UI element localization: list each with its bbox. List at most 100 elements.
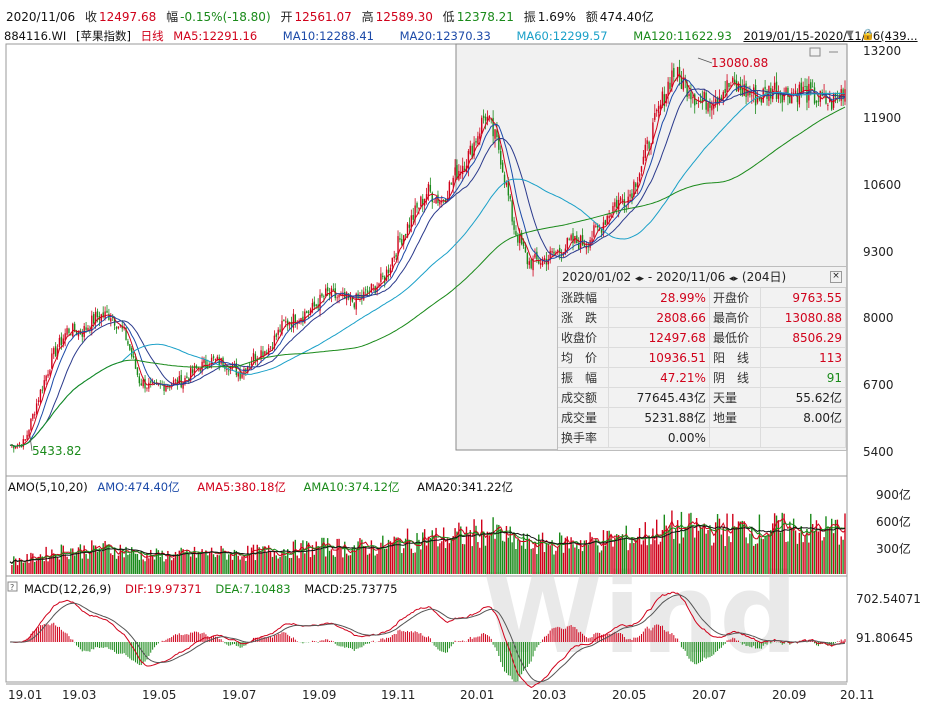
date-range[interactable]: 2019/01/15-2020/11/06(439... <box>743 29 918 43</box>
candle-body <box>87 327 89 331</box>
candle-body <box>144 378 146 389</box>
stats-cell: 涨 跌 <box>558 307 609 328</box>
stats-cell <box>709 427 761 448</box>
max-marker-line <box>697 57 713 64</box>
candle-body <box>205 360 207 367</box>
dropdown-icon[interactable]: ▼ <box>846 29 854 40</box>
amo-bar <box>338 538 340 574</box>
amo-bar <box>520 545 523 574</box>
stats-cell: 113 <box>760 347 847 368</box>
stats-cell: 阳 线 <box>709 347 761 368</box>
amo-bar <box>444 548 447 574</box>
amo-bar <box>579 540 582 574</box>
amo-bar <box>376 553 378 574</box>
macd-help-icon[interactable] <box>7 581 18 592</box>
candle-body <box>85 327 87 330</box>
amo-bar <box>486 531 489 574</box>
amo-bar <box>558 532 561 574</box>
candle-body <box>325 288 327 296</box>
stats-end-arrows-icon[interactable]: ◂▸ <box>729 274 739 284</box>
stats-close-icon[interactable]: × <box>830 271 842 283</box>
amo-bar <box>72 548 74 574</box>
amo-bar <box>422 532 424 574</box>
amo-bar <box>481 519 483 574</box>
candle-body <box>815 100 818 103</box>
candle-body <box>41 389 44 391</box>
candle-body <box>448 181 451 199</box>
candle-body <box>475 141 477 143</box>
candle-body <box>635 183 637 187</box>
amo-bar <box>547 543 549 574</box>
candle-body <box>119 325 122 327</box>
candle-body <box>520 232 523 245</box>
amo-bar <box>657 544 660 574</box>
candle-body <box>612 205 614 212</box>
amo-bar <box>330 549 333 574</box>
stats-cell: 5231.88亿 <box>608 407 710 428</box>
amo-bar <box>650 544 652 574</box>
amo-bar <box>543 552 546 574</box>
candle-body <box>578 243 580 250</box>
amo-bar <box>557 546 559 574</box>
amo-bar <box>235 550 238 574</box>
stats-cell: 10936.51 <box>608 347 710 368</box>
ama10-line <box>9 522 846 565</box>
amo-bar <box>199 553 201 574</box>
stats-cell: 均 价 <box>558 347 609 368</box>
amo-bar <box>741 520 743 574</box>
amo-bar <box>315 541 317 574</box>
stats-start-arrows-icon[interactable]: ◂▸ <box>635 274 645 284</box>
amo-bar <box>791 527 793 574</box>
candle-body <box>722 92 724 100</box>
candle-body <box>678 66 681 77</box>
period-label[interactable]: 日线 <box>140 29 164 43</box>
macd-panel-frame <box>5 575 848 683</box>
candle-body <box>714 99 717 103</box>
candle-body <box>418 208 420 209</box>
candle-body <box>764 86 766 90</box>
amo-bar <box>642 540 645 574</box>
amo-bar <box>760 538 763 574</box>
lock-icon[interactable]: 🔒 <box>861 28 875 41</box>
candle-body <box>51 353 53 369</box>
candle-body <box>370 283 373 293</box>
amo-bar <box>777 520 780 574</box>
amo-bar <box>648 535 650 574</box>
candle-body <box>391 257 394 267</box>
amo-bar <box>239 559 241 574</box>
candle-body <box>602 222 605 235</box>
x-tick-label: 20.05 <box>612 688 647 702</box>
amo-bar <box>399 539 401 574</box>
amo-bar <box>241 556 243 574</box>
amo-bar <box>321 537 323 574</box>
price-series <box>9 57 846 453</box>
candle-body <box>553 251 555 254</box>
amo-bar <box>821 540 823 574</box>
amo-bar <box>127 554 129 574</box>
macd-tick-label: 702.54071 <box>856 592 921 606</box>
amo-bar <box>222 548 224 574</box>
candle-body <box>102 312 104 317</box>
restore-icon[interactable] <box>809 47 821 57</box>
amo-bar <box>703 523 705 574</box>
candle-body <box>376 286 378 293</box>
ma20-legend: MA20:12370.33 <box>399 29 491 43</box>
ma10-legend: MA10:12288.41 <box>282 29 374 43</box>
candle-body <box>439 201 441 205</box>
stats-row: 涨 跌 2808.66 最高价 13080.88 <box>558 307 847 328</box>
amo-bar <box>271 556 274 574</box>
stats-row: 成交量 5231.88亿 地量 8.00亿 <box>558 407 847 428</box>
amo-bar <box>500 529 502 574</box>
candle-body <box>646 140 648 144</box>
amo-bar <box>762 539 764 574</box>
amo-bar <box>709 525 711 574</box>
amo-bar <box>545 542 548 574</box>
amo-bar <box>675 529 677 574</box>
stats-cell: 成交量 <box>558 407 609 428</box>
candle-body <box>151 382 154 384</box>
amo-bar <box>275 555 277 574</box>
candle-body <box>638 173 641 181</box>
candle-body <box>534 254 536 258</box>
change-label: 幅 <box>166 10 179 24</box>
candle-body <box>399 238 401 240</box>
